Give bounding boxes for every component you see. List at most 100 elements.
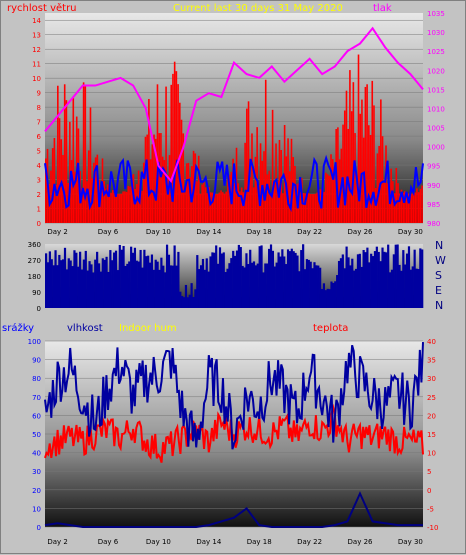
wind-direction-bar — [194, 289, 197, 308]
temperature-axis-tick: 35 — [427, 357, 436, 365]
wind-speed-bar — [69, 121, 71, 223]
wind-direction-bar — [387, 244, 390, 308]
wind-speed-bar — [82, 82, 85, 223]
humidity-axis-tick: 30 — [32, 468, 41, 476]
wind-speed-bar — [117, 194, 119, 223]
wind-direction-bar — [290, 248, 293, 308]
humidity-axis-tick: 80 — [32, 375, 41, 383]
wind-direction-bar — [320, 289, 324, 308]
wind-speed-bar — [259, 143, 262, 223]
wind-speed-bar — [163, 160, 166, 223]
chart-title: Current last 30 days 31 May 2020 — [173, 3, 343, 14]
wind-direction-bar — [111, 260, 114, 308]
wind-speed-label: rychlost větru — [7, 2, 77, 14]
wind-speed-bar — [349, 70, 351, 223]
wind-direction-bar — [419, 248, 422, 308]
wind-direction-bar — [133, 247, 137, 308]
wind-speed-bar — [112, 190, 114, 223]
wind-speed-bar — [153, 134, 155, 223]
wind-speed-bar — [376, 153, 379, 223]
wind-direction-bar — [381, 247, 384, 308]
wind-direction-bar — [143, 249, 146, 308]
wind-speed-bar — [196, 181, 198, 223]
wind-direction-bar — [239, 247, 242, 308]
wind-direction-bar — [222, 252, 225, 308]
temperature-axis-tick: 5 — [427, 468, 431, 476]
wind-direction-bar — [228, 263, 231, 308]
wind-speed-bar — [180, 119, 183, 223]
wind-direction-bar — [73, 250, 76, 308]
wind-direction-bar — [349, 265, 352, 308]
wind-direction-bar — [319, 267, 322, 308]
wind-direction-bar — [396, 244, 399, 308]
wind-speed-bar — [209, 192, 212, 223]
wind-speed-bar — [395, 168, 398, 223]
wind-speed-bar — [380, 99, 382, 223]
wind-direction-bar — [192, 297, 195, 308]
wind-speed-bar — [53, 138, 56, 223]
wind-speed-bar — [326, 174, 329, 223]
direction-axis-tick: 90 — [32, 289, 41, 297]
date-axis-tick: Day 14 — [196, 228, 222, 236]
wind-axis-tick: 8 — [37, 104, 41, 112]
wind-direction-bar — [371, 256, 375, 308]
wind-speed-bar — [74, 171, 76, 223]
wind-speed-bar — [63, 84, 66, 223]
wind-direction-bar — [347, 257, 350, 308]
wind-direction-bar — [173, 245, 176, 308]
wind-direction-bar — [247, 264, 250, 308]
wind-speed-bar — [240, 187, 243, 223]
wind-direction-bar — [317, 265, 320, 308]
wind-speed-bar — [417, 192, 420, 223]
date-axis-tick: Day 30 — [398, 538, 423, 546]
wind-direction-bar — [405, 253, 409, 308]
wind-speed-bar — [211, 192, 214, 223]
wind-direction-bar — [80, 269, 84, 308]
wind-direction-bar — [48, 251, 51, 308]
wind-speed-bar — [184, 191, 186, 223]
wind-direction-bar — [58, 254, 61, 308]
wind-speed-bar — [309, 194, 312, 223]
wind-direction-bar — [417, 269, 420, 308]
date-axis-tick: Day 2 — [47, 538, 68, 546]
wind-speed-bar — [331, 159, 334, 223]
wind-direction-bar — [137, 261, 140, 308]
wind-speed-bar — [268, 170, 270, 223]
pressure-axis-tick: 995 — [427, 163, 440, 171]
wind-direction-bar — [336, 275, 339, 308]
wind-direction-bar — [130, 246, 133, 308]
date-axis-tick: Day 6 — [98, 538, 119, 546]
wind-speed-bar — [355, 183, 358, 223]
wind-direction-bar — [205, 258, 208, 308]
wind-direction-bar — [375, 246, 378, 308]
wind-direction-bar — [398, 264, 401, 308]
wind-direction-bar — [165, 244, 169, 308]
wind-speed-bar — [58, 118, 61, 223]
temperature-axis-tick: 10 — [427, 450, 436, 458]
wind-direction-bar — [305, 259, 309, 308]
wind-direction-bar — [71, 266, 74, 308]
compass-letter: N — [435, 299, 443, 312]
pressure-axis-tick: 1025 — [427, 48, 445, 56]
wind-direction-bar — [141, 267, 144, 308]
wind-speed-bar — [294, 165, 296, 223]
wind-direction-bar — [258, 246, 261, 308]
wind-speed-bar — [252, 187, 255, 223]
wind-direction-bar — [307, 259, 310, 308]
wind-speed-bar — [311, 193, 313, 223]
wind-direction-bar — [300, 250, 303, 308]
wind-direction-bar — [341, 254, 344, 308]
wind-speed-bar — [405, 193, 408, 223]
wind-direction-bar — [131, 252, 135, 308]
wind-speed-bar — [369, 134, 372, 223]
wind-speed-bar — [70, 160, 73, 223]
direction-axis-tick: 0 — [37, 305, 41, 313]
wind-speed-bar — [120, 193, 123, 223]
wind-direction-bar — [390, 269, 394, 308]
wind-direction-bar — [322, 283, 326, 308]
wind-direction-bar — [383, 251, 386, 308]
wind-speed-bar — [287, 138, 289, 223]
wind-direction-bar — [283, 256, 286, 308]
pressure-axis-tick: 1035 — [427, 10, 445, 18]
wind-direction-bar — [145, 256, 148, 308]
